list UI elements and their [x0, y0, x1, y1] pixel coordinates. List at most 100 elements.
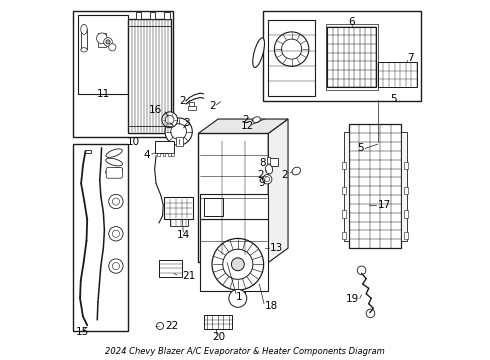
Text: 6: 6 [348, 17, 355, 27]
Circle shape [229, 289, 247, 307]
Bar [269, 21, 315, 96]
Circle shape [366, 309, 375, 318]
Bar [157, 153, 160, 156]
Bar [343, 132, 349, 241]
Circle shape [109, 259, 123, 273]
Circle shape [109, 44, 116, 51]
Text: 21: 21 [182, 271, 196, 281]
Ellipse shape [253, 117, 260, 123]
Text: 10: 10 [127, 137, 141, 147]
Text: 16: 16 [148, 105, 162, 115]
Bar [204, 315, 232, 329]
Bar [204, 198, 223, 216]
Bar [81, 30, 87, 49]
Bar [150, 12, 155, 19]
Circle shape [112, 262, 120, 270]
Bar [73, 144, 128, 330]
FancyBboxPatch shape [106, 167, 122, 178]
Circle shape [156, 322, 164, 329]
Circle shape [109, 194, 123, 209]
Text: 2024 Chevy Blazer A/C Evaporator & Heater Components Diagram: 2024 Chevy Blazer A/C Evaporator & Heate… [105, 347, 385, 356]
Bar [98, 33, 106, 47]
Text: 11: 11 [97, 89, 110, 99]
Text: 14: 14 [177, 230, 190, 239]
Circle shape [357, 266, 366, 275]
Bar [404, 232, 408, 239]
Bar [342, 211, 346, 218]
Circle shape [97, 33, 107, 44]
Circle shape [265, 177, 270, 182]
Bar [188, 106, 196, 110]
Text: 17: 17 [378, 200, 391, 210]
Bar [164, 197, 193, 220]
Bar [342, 187, 346, 194]
Text: 22: 22 [166, 321, 179, 331]
Text: 2: 2 [257, 170, 264, 180]
Bar [85, 149, 91, 153]
Circle shape [109, 226, 123, 241]
Circle shape [112, 198, 120, 205]
Circle shape [223, 249, 253, 279]
Ellipse shape [106, 167, 122, 175]
Text: 19: 19 [346, 294, 359, 304]
Bar [168, 153, 171, 156]
Text: 13: 13 [270, 243, 283, 253]
Circle shape [104, 38, 112, 46]
Bar [404, 162, 408, 169]
Bar [170, 220, 188, 226]
Text: 2: 2 [281, 170, 288, 180]
Bar [200, 194, 269, 220]
Bar [81, 30, 87, 49]
Bar [267, 157, 270, 167]
Text: 15: 15 [76, 327, 89, 337]
Bar [401, 132, 408, 241]
Text: 4: 4 [144, 150, 150, 160]
Ellipse shape [81, 24, 87, 35]
Bar [164, 12, 170, 19]
Circle shape [162, 112, 177, 128]
Text: 7: 7 [407, 53, 413, 63]
Text: 1: 1 [236, 292, 243, 302]
Bar [73, 12, 173, 137]
Circle shape [212, 238, 264, 290]
Bar [378, 62, 417, 87]
Text: 2: 2 [179, 96, 186, 106]
Bar [198, 134, 269, 262]
Circle shape [166, 116, 174, 124]
Text: 12: 12 [241, 121, 254, 131]
Ellipse shape [266, 165, 272, 174]
Bar [326, 24, 378, 90]
Text: 5: 5 [357, 143, 364, 153]
Bar [231, 291, 245, 302]
Bar [172, 153, 174, 156]
Circle shape [282, 39, 302, 59]
Bar [200, 220, 269, 291]
Bar [349, 125, 401, 248]
Text: 5: 5 [391, 94, 397, 104]
Text: 2: 2 [242, 115, 248, 125]
Text: 20: 20 [213, 332, 226, 342]
Bar [163, 153, 166, 156]
Bar [159, 260, 182, 277]
Text: 2: 2 [209, 101, 216, 111]
Bar [136, 12, 141, 19]
Circle shape [165, 118, 192, 145]
Bar [78, 15, 128, 94]
Text: 3: 3 [184, 118, 190, 128]
Bar [263, 12, 421, 101]
Polygon shape [269, 119, 288, 262]
Bar [327, 27, 376, 87]
Circle shape [112, 230, 120, 237]
Bar [176, 136, 183, 145]
Circle shape [274, 32, 309, 66]
Text: 8: 8 [259, 158, 266, 168]
Ellipse shape [106, 149, 122, 157]
Bar [342, 232, 346, 239]
Bar [342, 162, 346, 169]
Bar [155, 140, 174, 153]
Polygon shape [198, 119, 288, 134]
Bar [404, 187, 408, 194]
Text: 18: 18 [265, 301, 278, 311]
Circle shape [231, 258, 245, 271]
Ellipse shape [81, 48, 87, 52]
